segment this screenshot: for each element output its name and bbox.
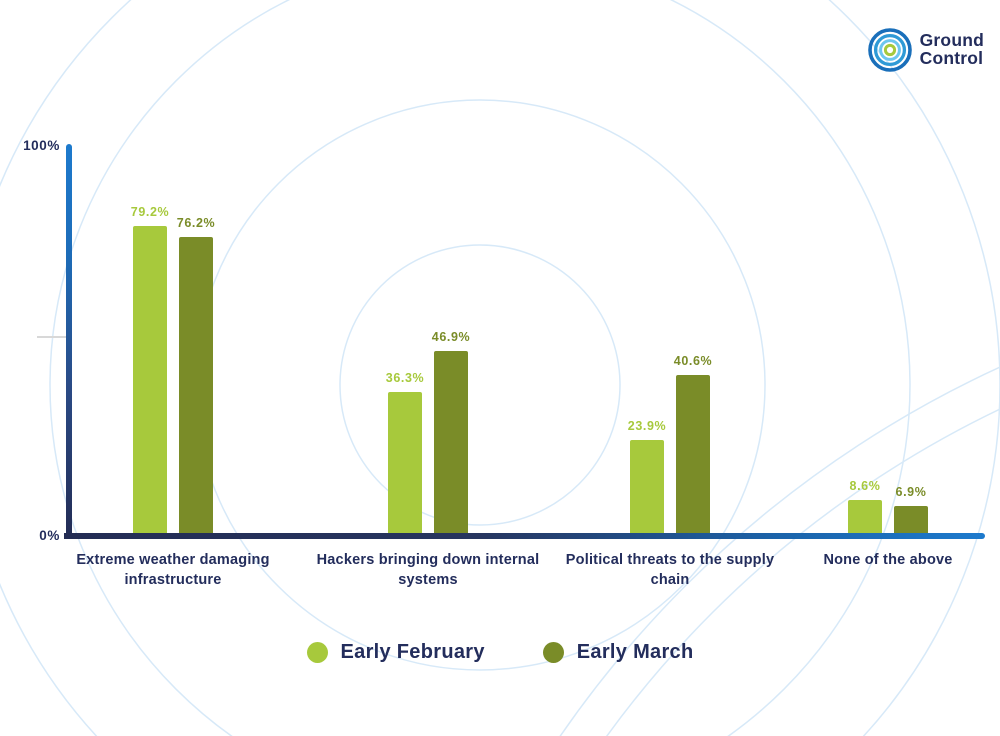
bar-early-february-cat2 bbox=[388, 392, 422, 533]
bar-value-label: 36.3% bbox=[385, 371, 425, 385]
legend-dot-icon bbox=[542, 642, 564, 663]
category-label-2: Hackers bringing down internal systems bbox=[316, 552, 540, 588]
legend-item-early-march: Early March bbox=[542, 641, 694, 664]
ground-control-logo: Ground Control bbox=[867, 27, 984, 73]
category-label-1: Extreme weather damaging infrastructure bbox=[76, 552, 270, 588]
y-axis-line bbox=[66, 144, 72, 539]
y-axis-mid-tick bbox=[37, 336, 66, 338]
bar-early-march-cat1 bbox=[179, 237, 213, 533]
bar-early-february-cat3 bbox=[630, 440, 664, 533]
chart-legend: Early February Early March bbox=[0, 641, 1000, 664]
bar-value-label: 79.2% bbox=[130, 205, 170, 219]
bar-early-february-cat4 bbox=[848, 500, 882, 533]
bar-early-february-cat1 bbox=[133, 226, 167, 533]
legend-label: Early March bbox=[576, 641, 694, 663]
ground-control-logo-icon bbox=[867, 28, 912, 72]
bar-value-label: 76.2% bbox=[176, 216, 216, 230]
category-label-4: None of the above bbox=[823, 552, 953, 568]
y-axis-min-label: 0% bbox=[39, 528, 60, 543]
bar-value-label: 23.9% bbox=[627, 419, 667, 433]
bar-early-march-cat2 bbox=[434, 351, 468, 533]
legend-item-early-february: Early February bbox=[306, 641, 485, 664]
bar-early-march-cat3 bbox=[676, 375, 710, 533]
bar-value-label: 6.9% bbox=[895, 485, 927, 499]
x-axis-line bbox=[64, 533, 985, 539]
bar-value-label: 8.6% bbox=[849, 479, 881, 493]
bar-value-label: 46.9% bbox=[431, 330, 471, 344]
legend-dot-icon bbox=[306, 642, 328, 663]
bar-early-march-cat4 bbox=[894, 506, 928, 533]
category-label-3: Political threats to the supply chain bbox=[565, 552, 775, 588]
y-axis-max-label: 100% bbox=[23, 138, 60, 153]
bar-value-label: 40.6% bbox=[673, 354, 713, 368]
legend-label: Early February bbox=[340, 641, 485, 663]
ground-control-logo-text: Ground Control bbox=[919, 30, 984, 68]
logo-text-line1: Ground bbox=[919, 30, 984, 51]
logo-text-line2: Control bbox=[919, 48, 984, 68]
